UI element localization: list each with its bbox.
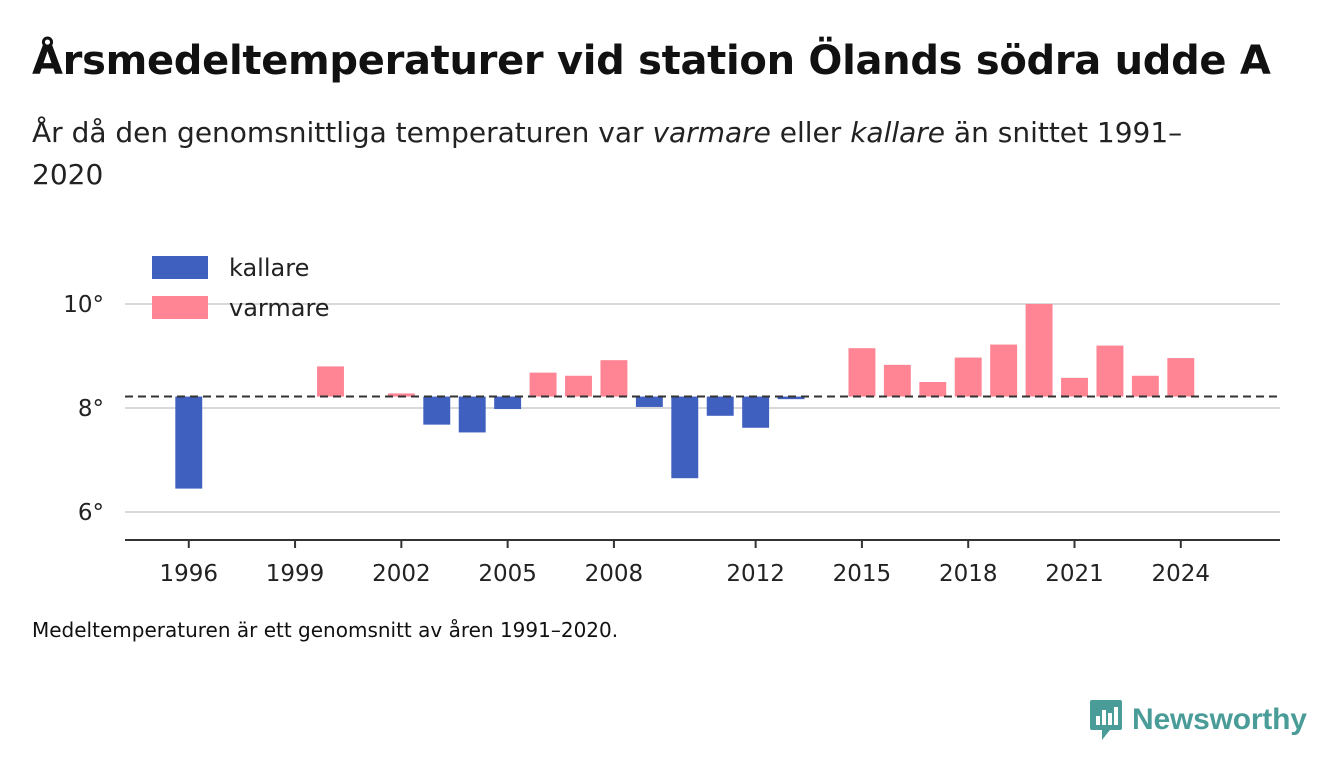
x-tick-label: 2015 [833,561,892,587]
newsworthy-logo: Newsworthy [1088,698,1307,742]
bar-warmer-2021 [1061,377,1088,397]
bar-warmer-2007 [565,375,592,397]
bar-warmer-2020 [1025,304,1053,397]
bar-warmer-2018 [954,357,982,397]
x-axis: 1996 1999 2002 2005 2008 2012 2015 2018 2021 2024 [159,540,1210,587]
footnote: Medeltemperaturen är ett genomsnitt av å… [32,618,619,642]
x-tick-label: 2024 [1152,561,1211,587]
legend: kallare varmare [152,254,330,322]
bar-warmer-2023 [1131,375,1159,397]
bar-colder-2005 [494,396,522,410]
x-tick-label: 2021 [1045,561,1104,587]
bar-warmer-2022 [1096,345,1124,397]
legend-swatch-varmare [152,296,208,319]
x-tick-label: 2005 [478,561,537,587]
subtitle-warm-word: varmare [652,116,771,149]
x-tick-label: 1996 [159,561,218,587]
subtitle-part1: År då den genomsnittliga temperaturen va… [32,116,653,149]
bar-warmer-2024 [1167,358,1195,397]
bar-warmer-2016 [883,364,911,397]
bar-warmer-2000 [317,366,344,397]
grid-lines [125,303,1280,513]
bar-colder-1996 [175,396,203,489]
bar-colder-2011 [706,396,734,416]
subtitle-part3: än snittet 1991–2020 [32,116,1183,191]
bar-colder-2010 [671,396,699,479]
bar-warmer-2002 [387,393,415,397]
newsworthy-chart-icon [1090,700,1122,740]
chart-subtitle: År då den genomsnittliga temperaturen va… [32,112,1252,196]
subtitle-cold-word: kallare [850,116,946,149]
brand-name: Newsworthy [1132,703,1307,736]
bar-colder-2003 [423,396,451,425]
legend-label-varmare: varmare [229,294,330,322]
chart-title: Årsmedeltemperaturer vid station Ölands … [32,38,1271,84]
y-axis: 6° 8° 10° [63,292,104,526]
x-tick-label: 1999 [266,561,325,587]
subtitle-part2: eller [770,116,851,149]
legend-label-kallare: kallare [229,254,309,282]
y-tick-label: 8° [78,396,104,422]
bar-colder-2013 [777,396,805,400]
bar-colder-2009 [635,396,663,407]
bar-warmer-2015 [848,348,876,397]
y-tick-label: 6° [78,500,104,526]
bar-warmer-2008 [600,360,628,397]
bar-warmer-2017 [919,382,947,397]
bar-colder-2004 [458,396,486,433]
bar-warmer-2019 [990,344,1018,397]
x-tick-label: 2002 [372,561,431,587]
bars [175,304,1195,489]
x-tick-label: 2012 [726,561,785,587]
legend-swatch-kallare [152,256,208,279]
bar-chart: 6° 8° 10° 1996 1999 2002 2005 2008 2012 2015 2018… [63,254,1280,587]
bar-warmer-2006 [529,372,557,397]
x-tick-label: 2018 [939,561,998,587]
x-tick-label: 2008 [585,561,644,587]
y-tick-label: 10° [63,292,104,318]
bar-colder-2012 [742,396,770,428]
